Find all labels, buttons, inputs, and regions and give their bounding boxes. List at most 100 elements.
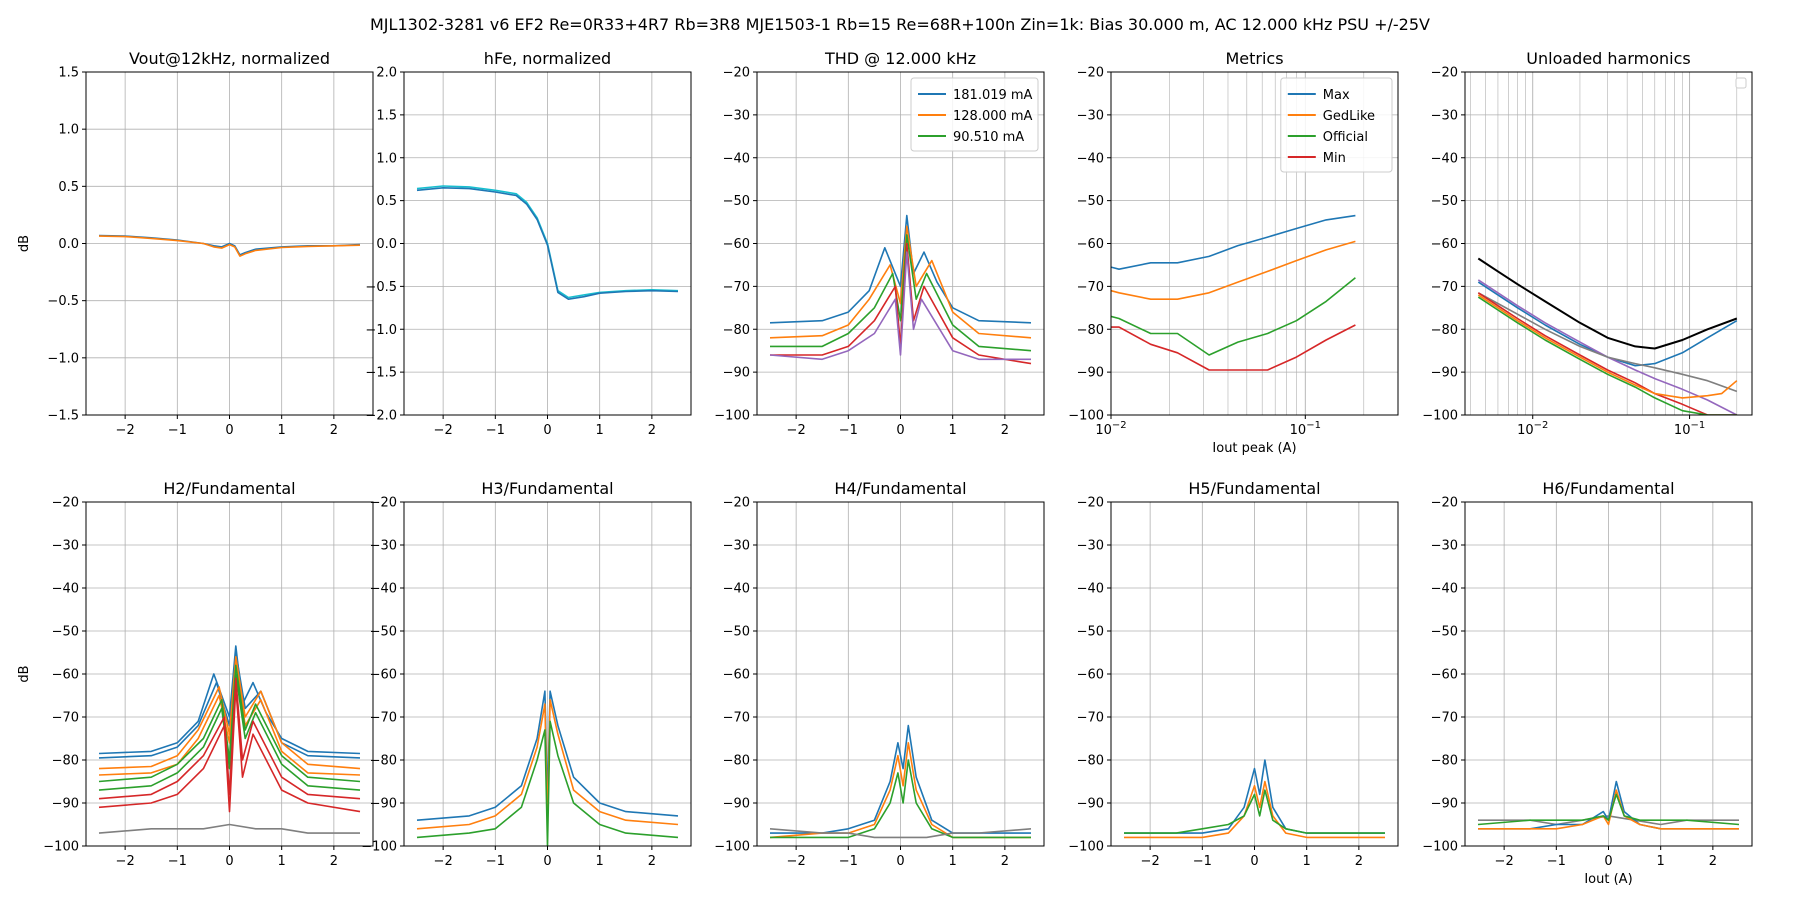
y-tick-label: 0.5	[376, 194, 397, 209]
x-ticks: −2 −1 0 1 2	[1495, 846, 1717, 869]
x-tick-label: 2	[648, 423, 656, 438]
y-tick-label: −80	[52, 754, 79, 769]
y-ticks: −100 −90 −80 −70 −60 −50 −40 −30 −20	[1422, 66, 1465, 424]
y-tick-label: −90	[723, 797, 750, 812]
series-line-blue-1	[416, 187, 679, 301]
y-tick-label: −50	[1431, 194, 1458, 209]
y-tick-label: −30	[52, 539, 79, 554]
legend-box	[1280, 77, 1393, 173]
x-tick-label: 2	[330, 423, 338, 438]
y-tick-label: −100	[361, 840, 397, 855]
x-ticks: 10−2 10−1	[1517, 415, 1705, 438]
x-tick-label: 0	[225, 423, 233, 438]
y-tick-label: −40	[52, 582, 79, 597]
y-tick-label: −60	[1077, 668, 1104, 683]
x-axis-label: Iout peak (A)	[1212, 441, 1296, 456]
panel-title: H5/Fundamental	[1188, 479, 1320, 498]
legend-box	[910, 77, 1039, 152]
x-tick-label: −2	[787, 854, 806, 869]
y-tick-label: −60	[723, 237, 750, 252]
figure-suptitle: MJL1302-3281 v6 EF2 Re=0R33+4R7 Rb=3R8 M…	[370, 15, 1430, 34]
y-tick-label: −70	[723, 280, 750, 295]
y-tick-label: −70	[1077, 711, 1104, 726]
series-line-gedlike	[1111, 240, 1356, 301]
y-ticks: −100 −90 −80 −70 −60 −50 −40 −30 −20	[1068, 496, 1111, 855]
grid	[757, 501, 1044, 847]
series-line-red-4	[1477, 292, 1737, 415]
y-tick-label: −50	[1077, 625, 1104, 640]
x-ticks: 10−2 10−1	[1095, 415, 1321, 438]
series-line-green-2	[770, 234, 1032, 352]
x-tick-label: 0	[896, 854, 904, 869]
series-line-green-2	[416, 720, 679, 846]
panel-unloaded: 10−2 10−1 −100 −90 −80 −70 −60 −50 −40 −30 −20 Unlo…	[1422, 49, 1753, 438]
y-tick-label: −1.0	[47, 351, 79, 366]
x-tick-label: 0	[225, 854, 233, 869]
y-tick-label: −90	[52, 797, 79, 812]
y-tick-label: −100	[1068, 409, 1104, 424]
y-tick-label: −40	[1077, 151, 1104, 166]
y-tick-label: −20	[723, 496, 750, 511]
series-group	[1477, 257, 1738, 415]
x-tick-label: 2	[1709, 854, 1717, 869]
panel-h2: −2 −1 0 1 2 −100 −90 −80 −70 −60 −50 −40 −30 −20 H2/Fu…	[17, 479, 374, 869]
y-tick-label: −40	[723, 582, 750, 597]
panel-title: Unloaded harmonics	[1526, 49, 1690, 68]
series-line-official	[1111, 277, 1356, 356]
series-line-green-2	[1124, 789, 1385, 834]
legend-label: Official	[1323, 130, 1368, 145]
x-tick-label: −2	[787, 423, 806, 438]
y-ticks: −100 −90 −80 −70 −60 −50 −40 −30 −20	[1422, 496, 1465, 855]
series-line-max	[1111, 214, 1356, 271]
x-tick-label: 1	[949, 423, 957, 438]
panel-thd: −2 −1 0 1 2 −100 −90 −80 −70 −60 −50 −40 −30 −20 THD @…	[714, 49, 1045, 438]
legend: Max GedLike Official Min	[1280, 77, 1393, 173]
y-ticks: −100 −90 −80 −70 −60 −50 −40 −30 −20	[714, 66, 757, 424]
series-line-gray-3	[1477, 292, 1738, 393]
y-tick-label: −100	[43, 840, 79, 855]
grid	[1465, 501, 1752, 847]
x-tick-label: −1	[168, 423, 187, 438]
series-line-gray-0	[1478, 815, 1739, 826]
y-tick-label: −30	[370, 539, 397, 554]
x-ticks: −2 −1 0 1 2	[434, 415, 656, 438]
x-tick-label: 0	[543, 423, 551, 438]
series-line-blue-0	[769, 214, 1032, 324]
panel-title: H4/Fundamental	[834, 479, 966, 498]
series-group	[98, 234, 361, 257]
series-line-red-7	[98, 686, 361, 813]
x-ticks: −2 −1 0 1 2	[116, 846, 338, 869]
legend-box-empty	[1735, 77, 1747, 89]
legend-label: 90.510 mA	[953, 130, 1024, 145]
panel-title: H3/Fundamental	[481, 479, 613, 498]
x-tick-label: −2	[1495, 854, 1514, 869]
y-tick-label: −80	[1431, 323, 1458, 338]
series-line-gray-8	[98, 823, 360, 834]
series-group	[416, 690, 679, 846]
panel-title: H2/Fundamental	[163, 479, 295, 498]
y-tick-label: −70	[52, 711, 79, 726]
series-line-min	[1111, 324, 1356, 371]
x-ticks: −2 −1 0 1 2	[116, 415, 338, 438]
y-tick-label: 1.5	[376, 108, 397, 123]
y-tick-label: −20	[723, 66, 750, 81]
y-ticks: −1.5 −1.0 −0.5 0.0 0.5 1.0 1.5	[47, 66, 86, 424]
panel-title: hFe, normalized	[484, 49, 611, 68]
y-tick-label: −40	[1077, 582, 1104, 597]
y-tick-label: −60	[52, 668, 79, 683]
series-group	[1124, 759, 1385, 839]
series-line-orange-1	[98, 235, 361, 257]
x-tick-label: 0	[543, 854, 551, 869]
y-tick-label: 1.5	[58, 66, 79, 81]
grid	[1465, 71, 1752, 416]
y-tick-label: −50	[723, 194, 750, 209]
y-tick-label: −0.5	[47, 294, 79, 309]
x-tick-label: −1	[1193, 854, 1212, 869]
x-tick-label: 1	[278, 854, 286, 869]
y-tick-label: −30	[1077, 108, 1104, 123]
x-axis-label: Iout (A)	[1584, 872, 1632, 887]
x-ticks: −2 −1 0 1 2	[787, 415, 1009, 438]
y-tick-label: −80	[370, 754, 397, 769]
legend	[1735, 77, 1747, 89]
x-tick-label: 10−1	[1674, 420, 1705, 438]
